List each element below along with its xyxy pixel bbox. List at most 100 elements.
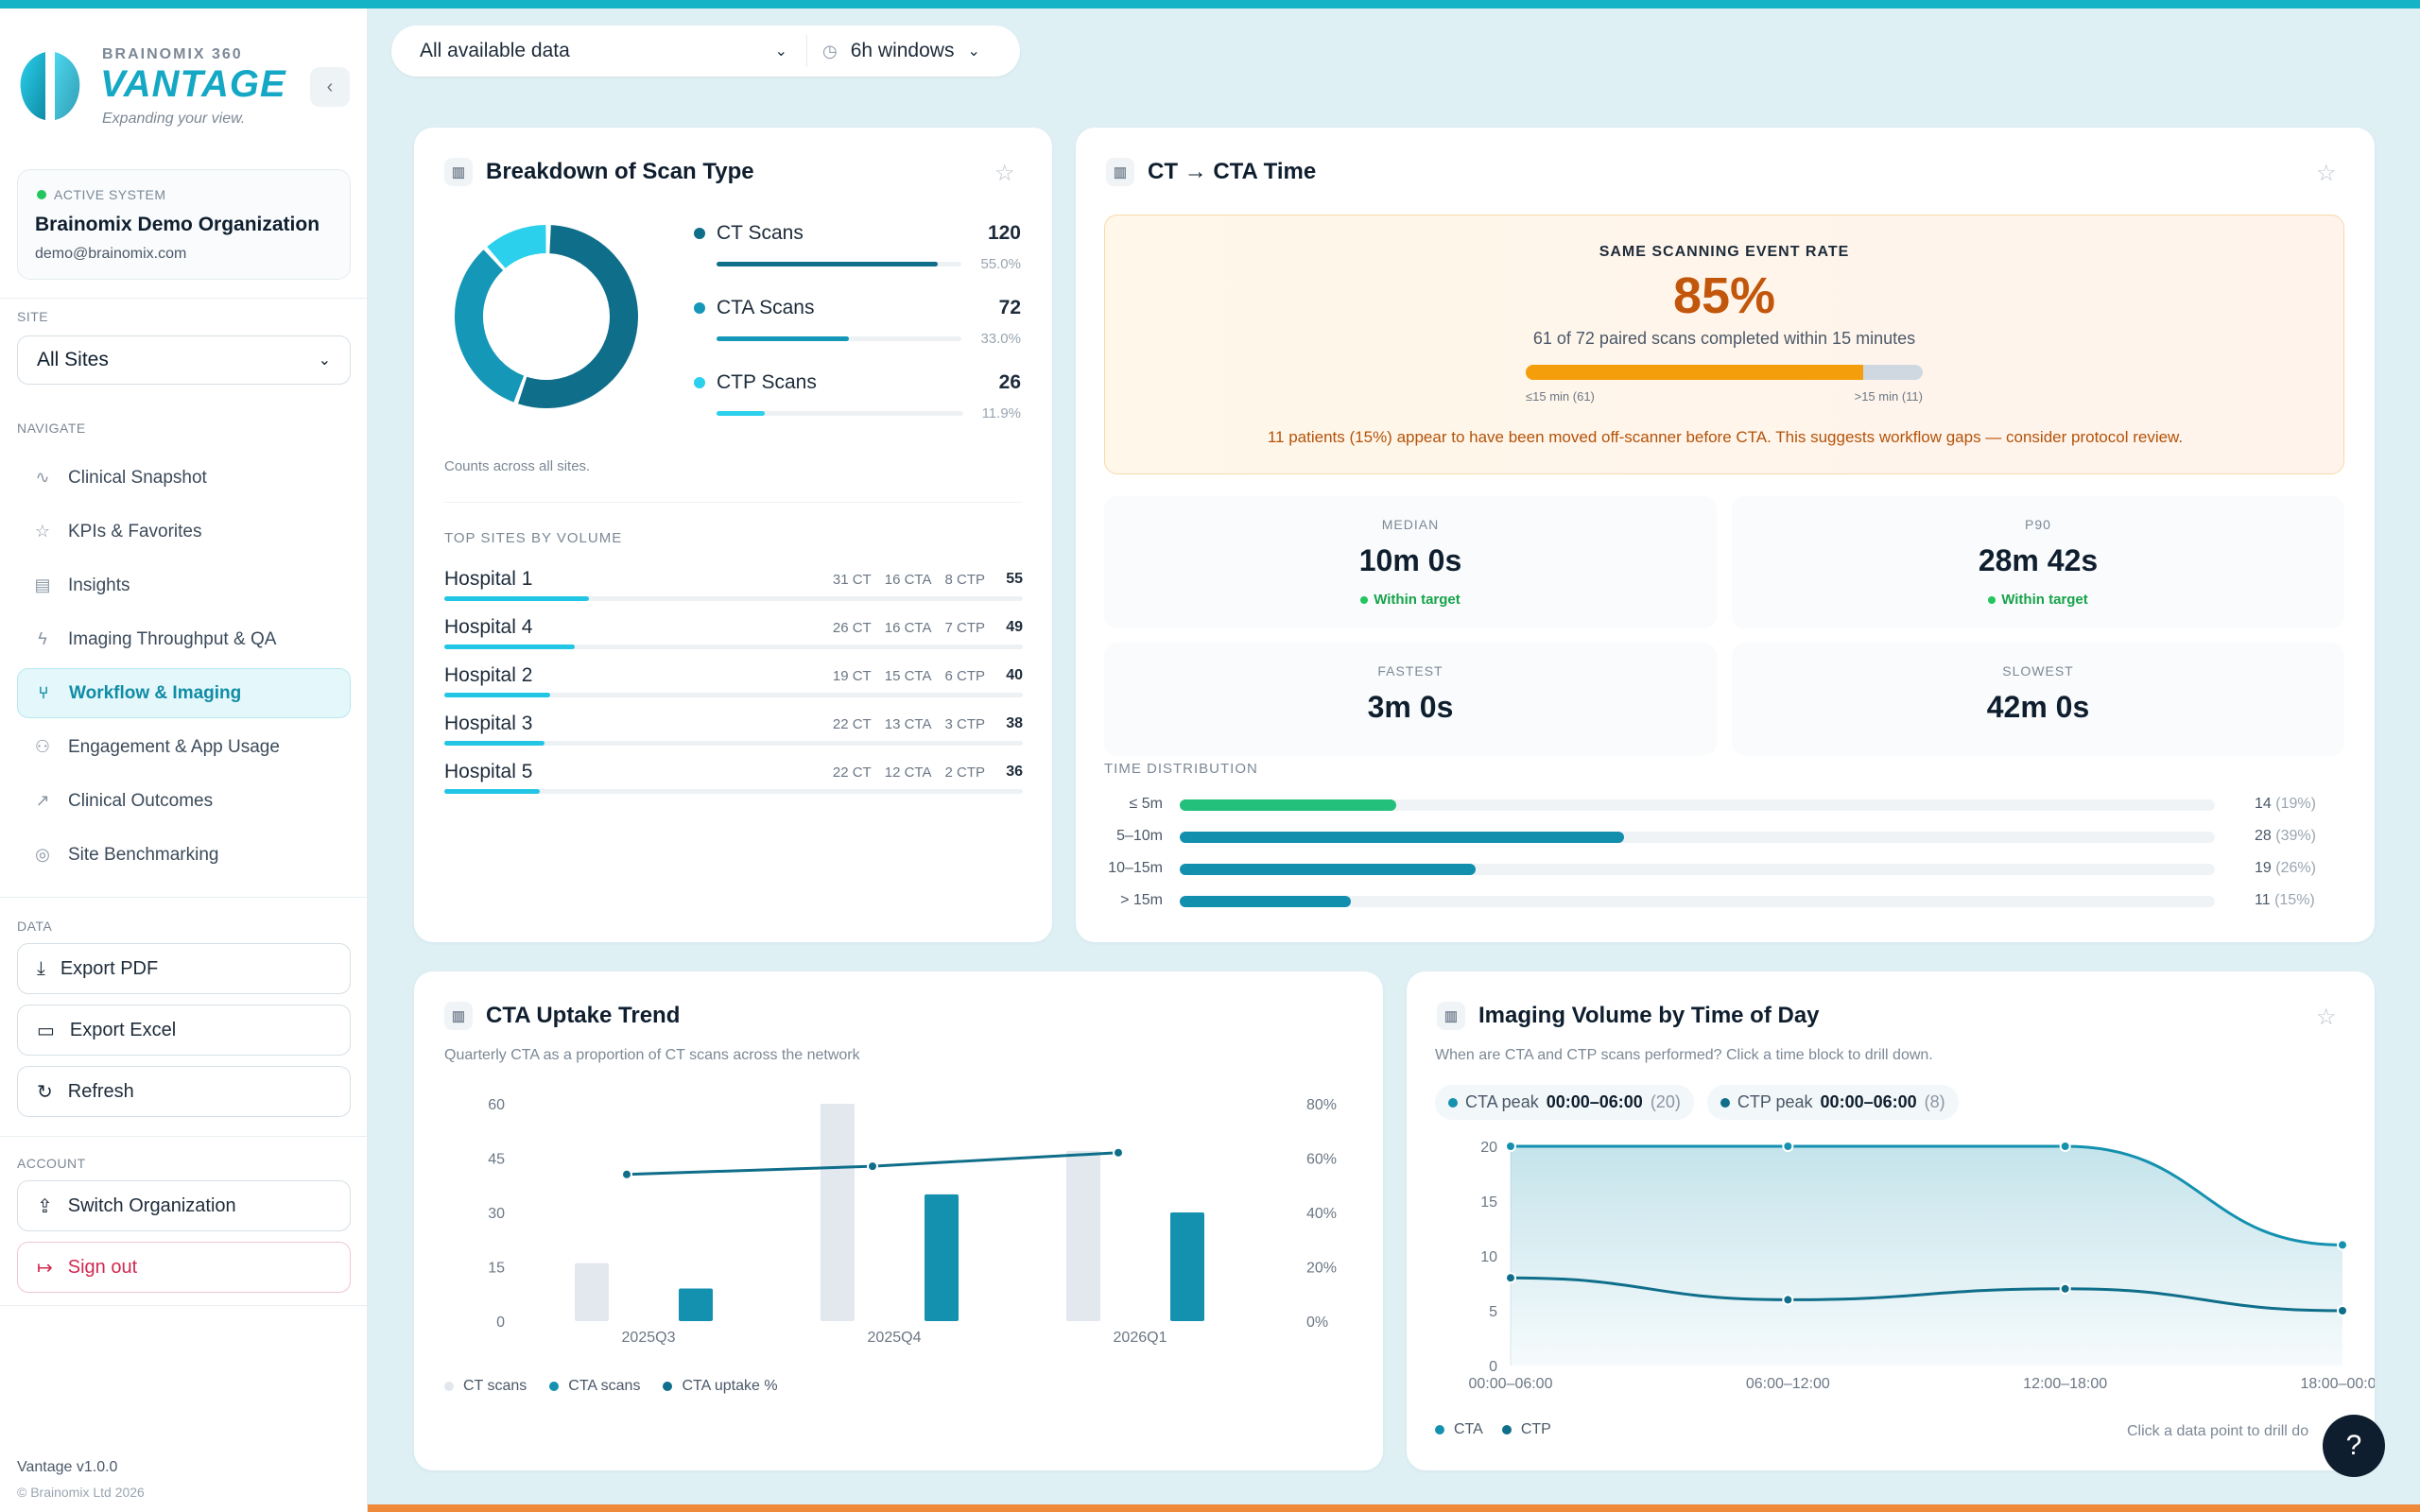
site-total: 36 [1006, 764, 1023, 780]
clock-icon: ◷ [822, 41, 838, 60]
rate-label: SAME SCANNING EVENT RATE [1599, 244, 1850, 260]
favorite-star-icon[interactable]: ☆ [2316, 161, 2337, 186]
data-point-ctp[interactable] [1782, 1294, 1794, 1306]
export-excel-button[interactable]: ▭ Export Excel [17, 1005, 351, 1056]
export-pdf-button[interactable]: ⤓ Export PDF [17, 943, 351, 994]
data-point-cta[interactable] [1782, 1141, 1794, 1152]
chevron-down-icon: ⌄ [318, 352, 331, 369]
favorite-star-icon[interactable]: ☆ [994, 161, 1015, 186]
scan-type-donut-chart [455, 225, 638, 408]
site-row[interactable]: Hospital 2 19 CT 15 CTA 6 CTP 40 [444, 664, 1023, 697]
bar-chart-icon: ▥ [1106, 158, 1134, 186]
legend-item-ctp[interactable]: CTP [1501, 1421, 1551, 1438]
uptake-point[interactable] [867, 1160, 878, 1173]
uptake-point[interactable] [1113, 1146, 1124, 1159]
sign-out-icon: ↦ [37, 1257, 53, 1279]
y2-tick-label: 0% [1306, 1314, 1328, 1331]
bar-ct-scans[interactable] [1066, 1150, 1100, 1321]
site-name: Hospital 5 [444, 761, 533, 782]
distribution-row[interactable]: 5–10m 28 (39%) [1106, 826, 2316, 847]
donut-slice-2[interactable] [487, 225, 547, 269]
rate-subtitle: 61 of 72 paired scans completed within 1… [1532, 329, 1916, 348]
p90-status: Within target [2001, 592, 2088, 608]
site-ct: 26 CT [832, 619, 872, 636]
donut-slice-1[interactable] [455, 249, 525, 403]
bar-cta-scans[interactable] [925, 1194, 959, 1321]
ct-cta-time-card: ▥ CT → CTA Time ☆ SAME SCANNING EVENT RAT… [1076, 128, 2375, 942]
data-point-cta[interactable] [1505, 1141, 1516, 1152]
ctp-peak-count: (8) [1924, 1092, 1945, 1111]
data-point-cta[interactable] [2059, 1141, 2071, 1152]
fastest-label: FASTEST [1377, 663, 1443, 679]
time-window-dropdown[interactable]: ◷ 6h windows ⌄ [807, 40, 980, 62]
nav-item-workflow-imaging[interactable]: ⑂ Workflow & Imaging [17, 668, 351, 718]
legend-item-uptake: CTA uptake % [663, 1378, 778, 1395]
nav-item-clinical-outcomes[interactable]: ↗ Clinical Outcomes [17, 776, 351, 826]
nav-item-kpis-favorites[interactable]: ☆ KPIs & Favorites [17, 507, 351, 557]
nav-item-site-benchmarking[interactable]: ◎ Site Benchmarking [17, 830, 351, 880]
median-stat: MEDIAN 10m 0s Within target [1104, 496, 1717, 628]
y2-tick-label: 20% [1306, 1261, 1337, 1277]
data-point-ctp[interactable] [1505, 1272, 1516, 1284]
legend-item-cta[interactable]: CTA [1435, 1421, 1483, 1438]
site-row[interactable]: Hospital 1 31 CT 16 CTA 8 CTP 55 [444, 568, 1023, 601]
site-total: 49 [1006, 619, 1023, 635]
distribution-percent: (19%) [2275, 796, 2316, 812]
distribution-row[interactable]: 10–15m 19 (26%) [1106, 858, 2316, 879]
nav-item-imaging-throughput[interactable]: ϟ Imaging Throughput & QA [17, 614, 351, 664]
nav-item-engagement[interactable]: ⚇ Engagement & App Usage [17, 722, 351, 772]
slowest-label: SLOWEST [2002, 663, 2074, 679]
nav-item-clinical-snapshot[interactable]: ∿ Clinical Snapshot [17, 453, 351, 503]
time-distribution-label: TIME DISTRIBUTION [1104, 761, 1258, 777]
uptake-point[interactable] [621, 1168, 632, 1180]
help-button[interactable]: ? [2323, 1415, 2385, 1477]
data-point-cta[interactable] [2337, 1239, 2348, 1251]
distribution-bar [1180, 864, 2215, 875]
bar-chart-icon: ▥ [1437, 1002, 1465, 1030]
legend-swatch [1435, 1425, 1444, 1435]
distribution-row[interactable]: ≤ 5m 14 (19%) [1106, 794, 2316, 815]
bar-chart-icon: ▥ [444, 1002, 473, 1030]
site-row[interactable]: Hospital 3 22 CT 13 CTA 3 CTP 38 [444, 713, 1023, 746]
site-cta: 16 CTA [884, 571, 932, 588]
sign-out-button[interactable]: ↦ Sign out [17, 1242, 351, 1293]
scan-type-row[interactable]: CTP Scans 26 11.9% [694, 371, 1021, 446]
brand: BRAINOMIX 360 VANTAGE Expanding your vie… [17, 35, 357, 129]
data-point-ctp[interactable] [2337, 1305, 2348, 1316]
scan-type-row[interactable]: CT Scans 120 55.0% [694, 222, 1021, 297]
branch-icon: ⑂ [38, 683, 49, 702]
cta-peak-time: 00:00–06:00 [1546, 1092, 1643, 1111]
series-line-cta [1511, 1144, 2343, 1246]
collapse-sidebar-button[interactable]: ‹ [310, 67, 350, 107]
x-tick-label: 2025Q4 [868, 1330, 922, 1346]
bar-ct-scans[interactable] [575, 1263, 609, 1321]
refresh-button[interactable]: ↻ Refresh [17, 1066, 351, 1117]
site-cta: 15 CTA [884, 667, 932, 684]
favorite-star-icon[interactable]: ☆ [2316, 1005, 2337, 1030]
scan-type-percent: 11.9% [981, 405, 1021, 421]
site-select[interactable]: All Sites ⌄ [17, 335, 351, 385]
bar-cta-scans[interactable] [1170, 1212, 1204, 1321]
distribution-count: 19 [2255, 860, 2272, 876]
data-point-ctp[interactable] [2059, 1282, 2071, 1295]
export-excel-label: Export Excel [69, 1019, 177, 1040]
distribution-bar-fill [1180, 864, 1477, 875]
site-ctp: 8 CTP [944, 571, 985, 588]
copyright-label: © Brainomix Ltd 2026 [17, 1485, 145, 1500]
bar-cta-scans[interactable] [679, 1288, 713, 1322]
bar-ct-scans[interactable] [821, 1104, 855, 1321]
median-label: MEDIAN [1381, 517, 1440, 532]
site-row[interactable]: Hospital 4 26 CT 16 CTA 7 CTP 49 [444, 616, 1023, 649]
sign-out-label: Sign out [67, 1256, 138, 1278]
data-scope-dropdown[interactable]: All available data ⌄ [391, 35, 807, 67]
distribution-row[interactable]: > 15m 11 (15%) [1106, 890, 2316, 911]
site-row[interactable]: Hospital 5 22 CT 12 CTA 2 CTP 36 [444, 761, 1023, 794]
active-system-label: ACTIVE SYSTEM [54, 187, 166, 202]
scan-type-bar [717, 411, 963, 416]
question-icon: ? [2345, 1430, 2362, 1461]
x-tick-label: 00:00–06:00 [1469, 1376, 1553, 1392]
nav-item-insights[interactable]: ▤ Insights [17, 560, 351, 610]
scan-type-row[interactable]: CTA Scans 72 33.0% [694, 297, 1021, 371]
switch-organization-button[interactable]: ⇪ Switch Organization [17, 1180, 351, 1231]
donut-slice-0[interactable] [518, 225, 638, 408]
